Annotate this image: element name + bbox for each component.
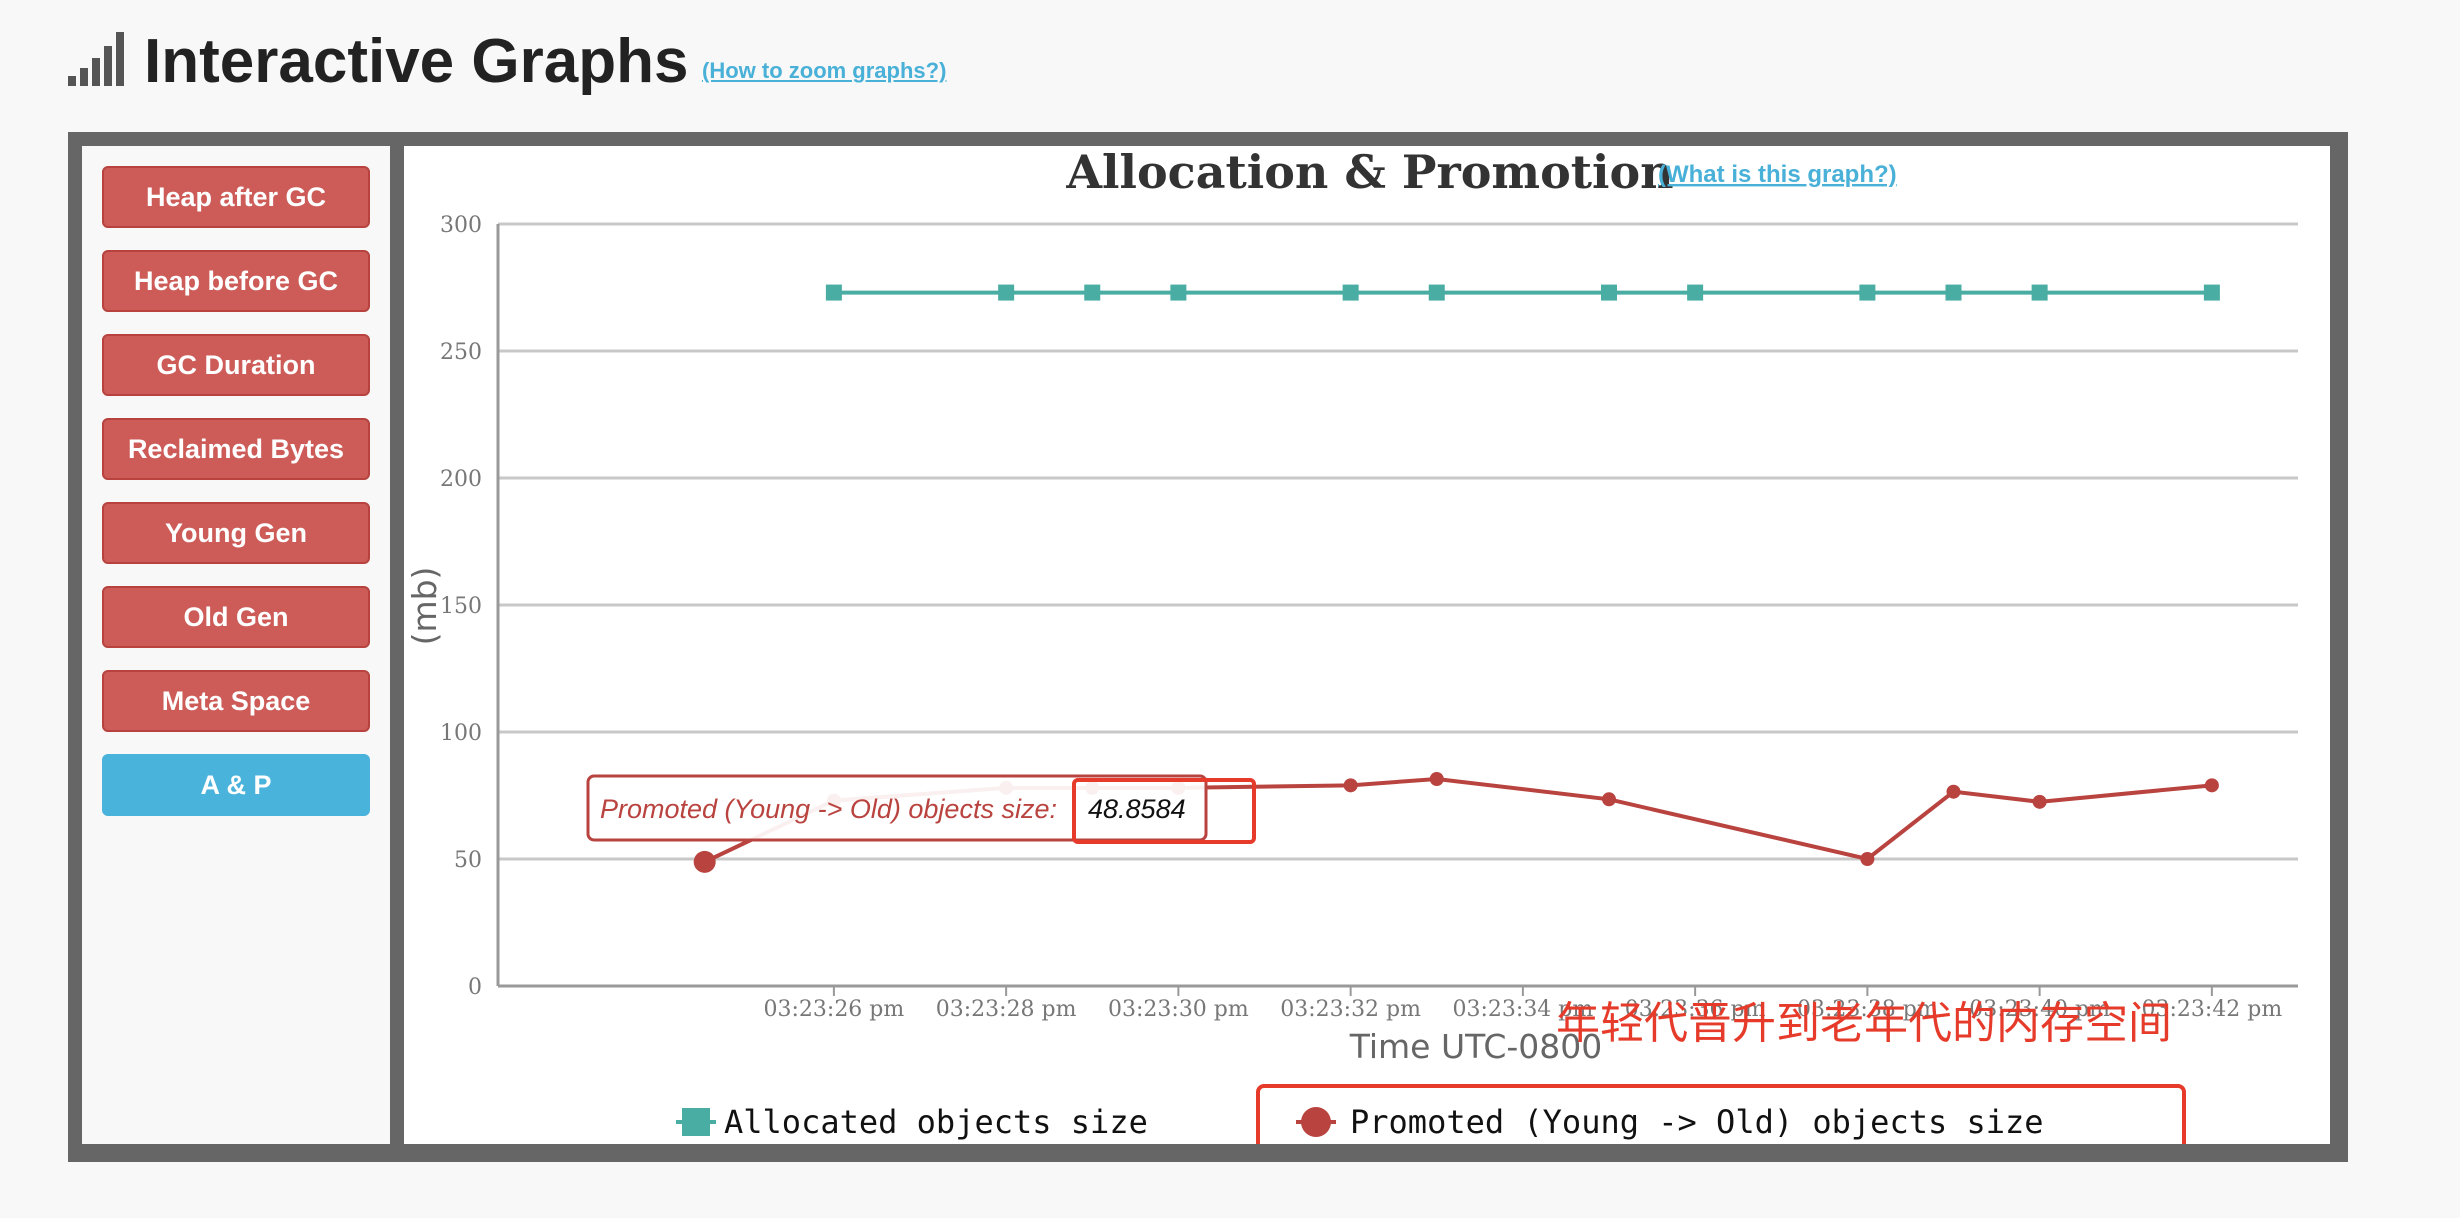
x-tick-label: 03:23:28 pm xyxy=(936,997,1077,1022)
annotation-text: 年轻代晋升到老年代的内存空间 xyxy=(1556,998,2172,1049)
graphs-panel: Heap after GC Heap before GC GC Duration… xyxy=(68,132,2348,1162)
legend-allocated-marker xyxy=(682,1108,710,1136)
x-tick-label: 03:23:30 pm xyxy=(1108,997,1249,1022)
tooltip-value-highlight xyxy=(1072,778,1256,844)
allocated-data-point xyxy=(1170,284,1187,301)
heap-after-gc-button[interactable]: Heap after GC xyxy=(102,166,370,228)
y-tick-label: 100 xyxy=(440,721,482,746)
promoted-data-point xyxy=(2204,778,2219,793)
gc-duration-button[interactable]: GC Duration xyxy=(102,334,370,396)
tooltip: Promoted (Young -> Old) objects size: 48… xyxy=(586,774,1256,844)
promoted-data-point xyxy=(1946,784,1961,799)
legend-item-promoted[interactable]: Promoted (Young -> Old) objects size xyxy=(1296,1103,2044,1141)
y-axis-label: (mb) xyxy=(405,567,444,646)
allocation-promotion-chart[interactable]: Allocation & Promotion (What is this gra… xyxy=(404,146,2330,1144)
legend-allocated-label: Allocated objects size xyxy=(724,1103,1148,1141)
y-tick-label: 250 xyxy=(440,340,482,365)
zoom-help-link[interactable]: (How to zoom graphs?) xyxy=(702,58,947,83)
x-tick-label: 03:23:32 pm xyxy=(1280,997,1421,1022)
y-tick-label: 150 xyxy=(440,594,482,619)
graph-selector-sidebar: Heap after GC Heap before GC GC Duration… xyxy=(82,146,390,1144)
chart-legend: Allocated objects size Promoted (Young -… xyxy=(676,1084,2186,1144)
tooltip-label: Promoted (Young -> Old) objects size: xyxy=(600,794,1057,824)
y-tick-label: 0 xyxy=(468,975,482,1000)
signal-bars-icon xyxy=(68,32,128,86)
allocated-data-point xyxy=(2031,284,2048,301)
x-tick-label: 03:23:36 pm xyxy=(1625,997,1766,1022)
legend-item-allocated[interactable]: Allocated objects size xyxy=(676,1103,1148,1141)
heap-before-gc-button[interactable]: Heap before GC xyxy=(102,250,370,312)
legend-promoted-label: Promoted (Young -> Old) objects size xyxy=(1350,1103,2044,1141)
chart-title: Allocation & Promotion xyxy=(1065,146,1673,199)
allocated-data-point xyxy=(998,284,1015,301)
reclaimed-bytes-button[interactable]: Reclaimed Bytes xyxy=(102,418,370,480)
allocated-data-point xyxy=(1859,284,1876,301)
promoted-data-point xyxy=(693,850,716,873)
promoted-data-point xyxy=(2032,794,2047,809)
old-gen-button[interactable]: Old Gen xyxy=(102,586,370,648)
allocation-promotion-button[interactable]: A & P xyxy=(102,754,370,816)
allocated-data-point xyxy=(1342,284,1359,301)
x-tick-label: 03:23:34 pm xyxy=(1453,997,1594,1022)
page-title: Interactive Graphs xyxy=(144,27,689,96)
legend-promoted-marker xyxy=(1301,1107,1331,1137)
allocated-data-point xyxy=(825,284,842,301)
x-axis-label: Time UTC-0800 xyxy=(1349,1027,1603,1066)
y-tick-label: 50 xyxy=(454,848,482,873)
promoted-data-point xyxy=(1429,771,1444,786)
x-tick-label: 03:23:42 pm xyxy=(2142,997,2283,1022)
allocated-data-point xyxy=(1428,284,1445,301)
x-axis-ticks: 03:23:26 pm 03:23:28 pm 03:23:30 pm 03:23:3… xyxy=(764,986,2283,1022)
promoted-data-point xyxy=(1860,852,1875,866)
x-tick-label: 03:23:26 pm xyxy=(764,997,905,1022)
x-tick-label: 03:23:40 pm xyxy=(1969,997,2110,1022)
graph-help-link[interactable]: (What is this graph?) xyxy=(1658,161,1897,188)
promoted-data-point xyxy=(1343,778,1358,793)
legend-promoted-highlight xyxy=(1256,1084,2186,1144)
tooltip-value: 48.8584 xyxy=(1088,794,1186,824)
chart-gridlines xyxy=(498,222,2298,861)
allocated-data-point xyxy=(1687,284,1704,301)
allocated-data-point xyxy=(1601,284,1618,301)
y-axis-ticks: 0 50 100 150 200 250 300 xyxy=(440,213,482,1000)
promoted-data-point xyxy=(1602,792,1617,807)
allocated-data-point xyxy=(1084,284,1101,301)
allocated-data-point xyxy=(1945,284,1962,301)
allocated-data-point xyxy=(2203,284,2220,301)
y-tick-label: 200 xyxy=(440,467,482,492)
young-gen-button[interactable]: Young Gen xyxy=(102,502,370,564)
meta-space-button[interactable]: Meta Space xyxy=(102,670,370,732)
y-tick-label: 300 xyxy=(440,213,482,238)
chart-area: Allocation & Promotion (What is this gra… xyxy=(404,146,2330,1144)
x-tick-label: 03:23:38 pm xyxy=(1797,997,1938,1022)
